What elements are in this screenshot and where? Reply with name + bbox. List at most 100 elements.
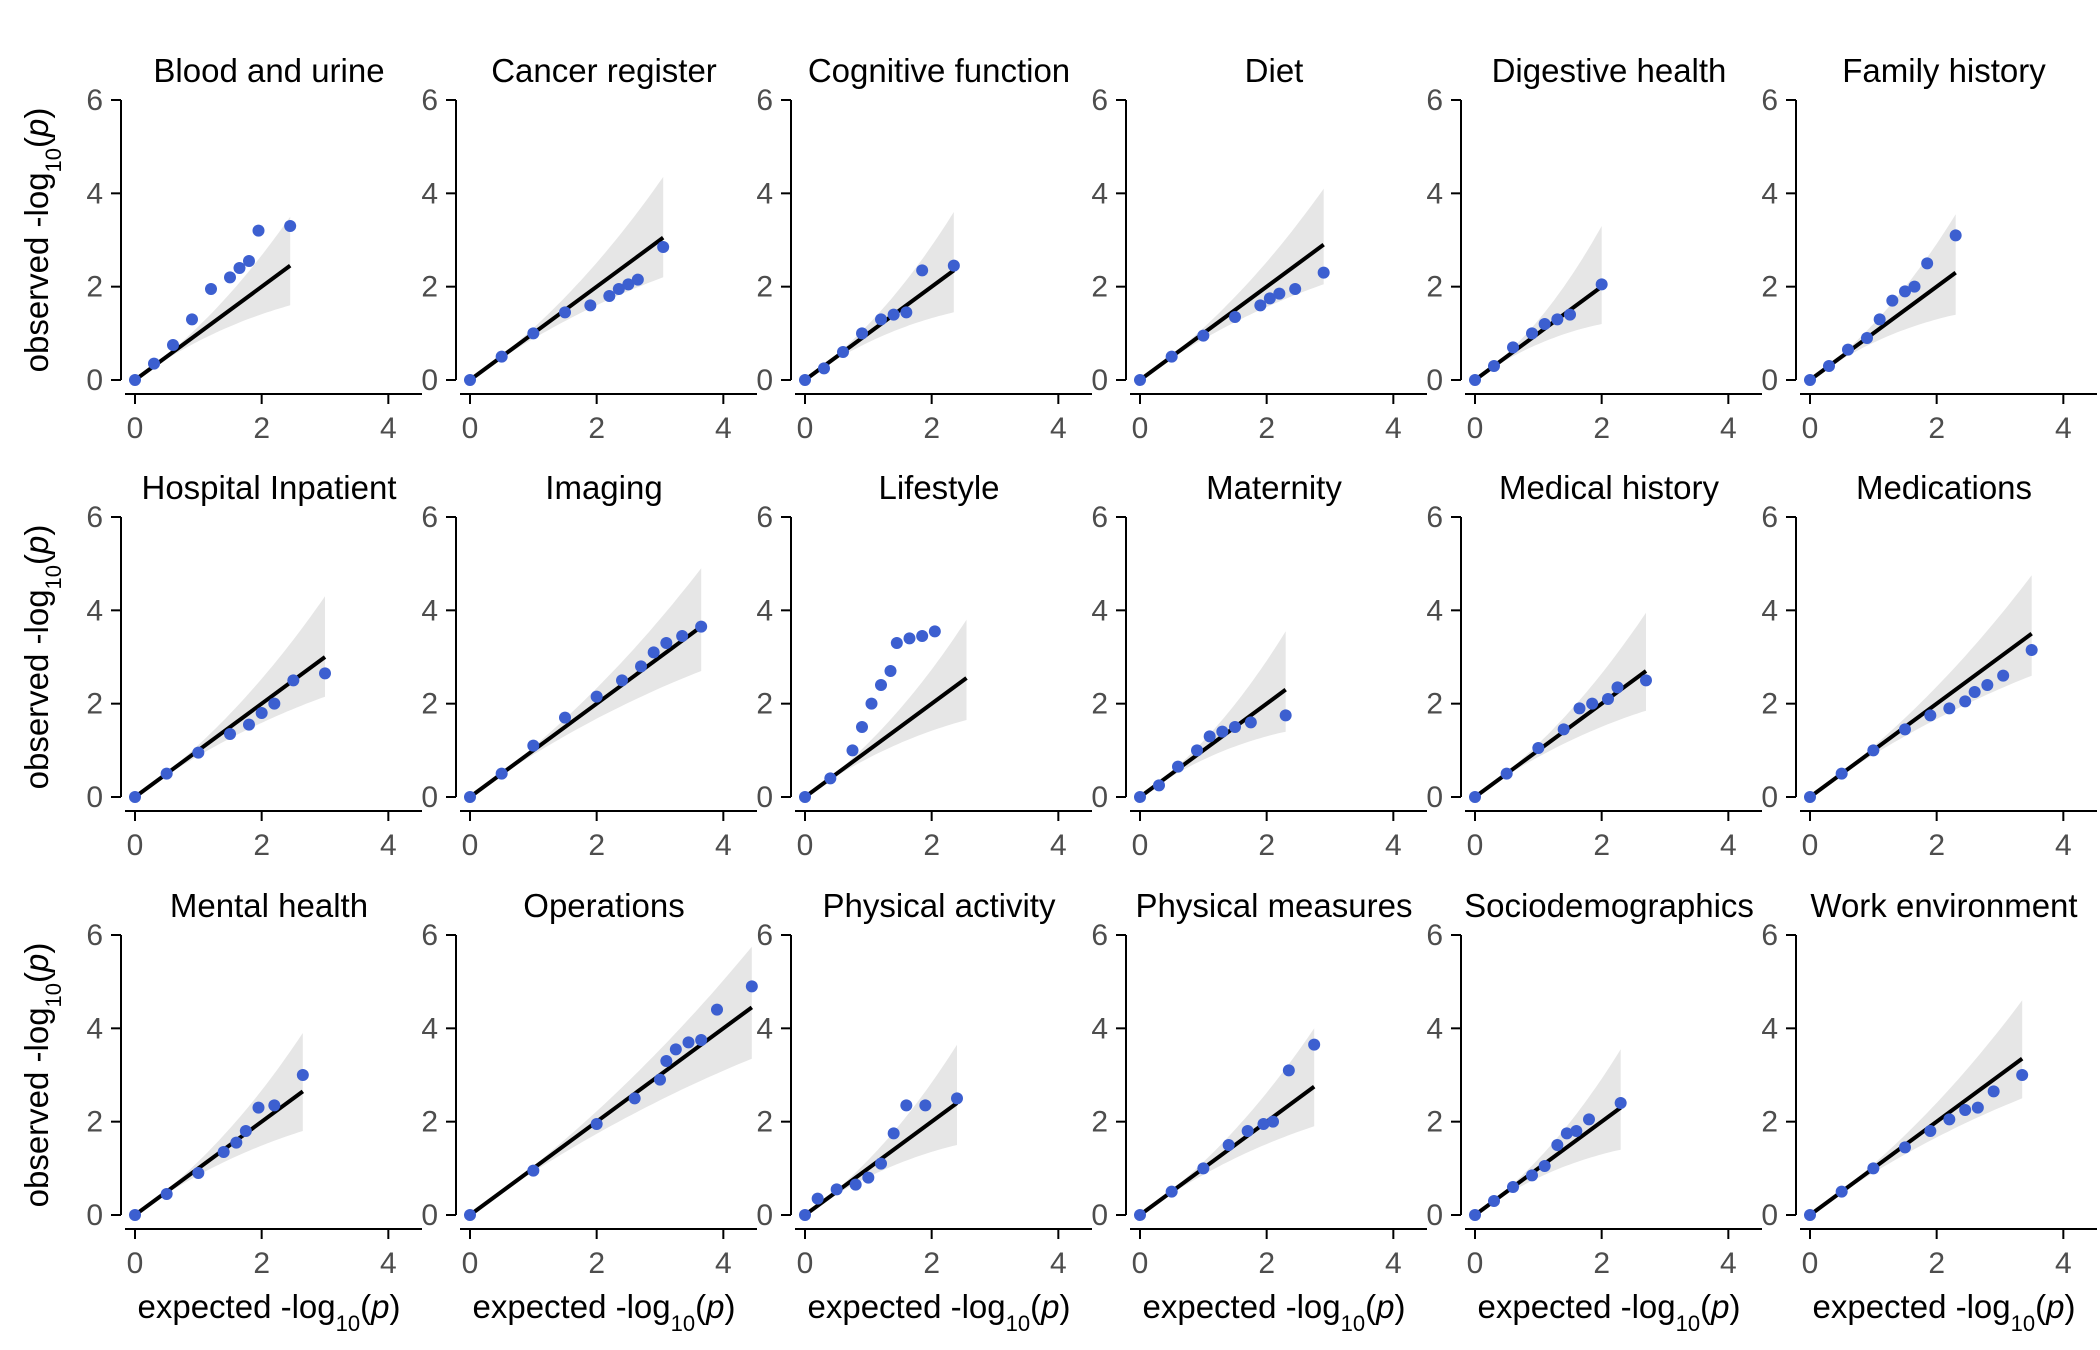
data-point [1611,681,1624,694]
qq-panel: 0 2 4 0 2 4 6 Cancer register [421,52,757,445]
data-point [1835,767,1848,780]
x-tick-label: 4 [1385,412,1402,445]
confidence-band [1810,1000,2023,1215]
y-tick-label: 2 [421,1106,438,1139]
x-axis-label: expected -log10(p) [1143,1288,1406,1336]
confidence-band [470,177,664,380]
data-point [622,278,635,291]
x-tick-label: 2 [1258,1247,1275,1280]
data-point [1469,791,1481,803]
x-axis-label-open: ( [360,1288,371,1325]
x-axis-label: expected -log10(p) [1478,1288,1741,1336]
x-tick-label: 0 [1802,412,1819,445]
data-point [1804,374,1816,386]
x-axis-label-var: p [2045,1288,2064,1325]
data-point [1602,693,1614,705]
x-axis-label-prefix: expected -log [808,1288,1006,1325]
confidence-band [1140,188,1324,380]
data-point [830,1183,843,1196]
data-point [1886,294,1899,307]
x-tick-label: 4 [1385,829,1402,862]
x-axis-label-close: ) [1059,1288,1070,1325]
data-point [669,1043,682,1056]
data-point [616,674,628,687]
x-tick-label: 4 [380,412,397,445]
data-point [660,1055,673,1067]
x-axis-label-subscript: 10 [1676,1311,1700,1336]
y-tick-label: 6 [1091,919,1108,952]
data-point [1921,257,1934,270]
confidence-band [135,216,291,380]
x-axis-label-var: p [1710,1288,1729,1325]
x-tick-label: 4 [715,829,732,862]
y-tick-label: 2 [756,271,773,304]
y-tick-label: 4 [756,1012,773,1045]
data-point [284,220,297,232]
data-point [224,728,236,740]
data-point [1279,709,1292,722]
data-point [464,1209,476,1221]
data-point [255,707,268,719]
x-tick-label: 0 [462,829,479,862]
data-point [657,241,670,253]
data-point [252,224,265,237]
data-point [230,1136,243,1149]
data-point [243,255,255,267]
data-point [1564,308,1576,321]
y-tick-label: 6 [756,501,773,534]
y-tick-label: 4 [1761,1012,1778,1045]
x-tick-label: 4 [380,1247,397,1280]
x-tick-label: 2 [923,412,940,445]
data-point [1908,280,1921,293]
x-tick-label: 4 [2055,829,2072,862]
qq-panel: 0 2 4 0 2 4 6 Blood and urine observed -log10(p) [18,52,422,445]
data-point [1191,744,1203,757]
data-point [951,1092,963,1105]
data-point [243,718,255,731]
data-point [1959,1104,1972,1116]
y-tick-label: 0 [1091,364,1108,397]
x-tick-label: 2 [253,412,270,445]
qq-panel: 0 2 4 0 2 4 6 Physical measures expected -log10(… [1091,887,1427,1336]
data-point [919,1099,932,1112]
data-point [1557,723,1570,736]
x-tick-label: 4 [1720,412,1737,445]
y-tick-label: 6 [86,501,103,534]
y-axis-label-open: ( [18,554,55,565]
y-tick-label: 2 [1426,271,1443,304]
data-point [1488,360,1500,372]
data-point [846,744,859,757]
data-point [233,262,246,274]
data-point [676,630,689,642]
data-point [1997,669,2010,682]
y-tick-label: 2 [756,688,773,721]
qq-panel: 0 2 4 0 2 4 6 Cognitive function [756,52,1092,445]
confidence-band [470,568,702,797]
data-point [559,711,571,724]
y-axis-label-var: p [18,119,55,138]
data-point [160,1188,173,1200]
data-point [1804,791,1816,803]
y-tick-label: 4 [421,1012,438,1045]
data-point [1282,1064,1295,1077]
x-tick-label: 2 [1928,1247,1945,1280]
qq-panel: 0 2 4 0 2 4 6 Medications [1761,469,2097,862]
y-tick-label: 4 [1091,1012,1108,1045]
data-point [654,1073,666,1086]
data-point [628,1092,641,1105]
data-point [811,1192,824,1205]
y-axis-label-var: p [18,536,55,555]
y-tick-label: 4 [756,177,773,210]
data-point [890,637,903,649]
data-point [1551,313,1564,326]
x-axis-label-close: ) [1729,1288,1740,1325]
y-tick-label: 2 [86,271,103,304]
y-tick-label: 0 [1761,781,1778,814]
y-tick-label: 0 [86,781,103,814]
data-point [268,697,281,710]
data-point [252,1101,265,1114]
x-tick-label: 2 [1258,829,1275,862]
panel-title: Physical measures [1136,887,1413,924]
reference-line [468,625,703,799]
